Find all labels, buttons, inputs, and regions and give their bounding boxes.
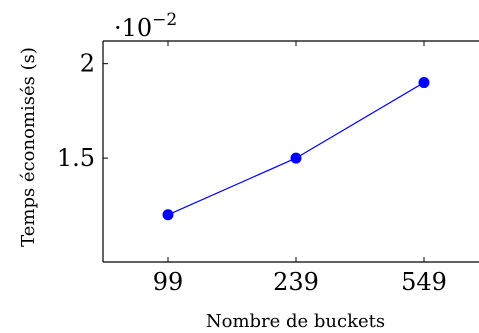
x-tick-label-549: 549	[401, 268, 447, 296]
y-tick-label-2: 2	[80, 50, 95, 78]
y-tick-label-1.5: 1.5	[57, 144, 95, 172]
series-0-line	[167, 82, 425, 216]
data-point-549	[418, 77, 430, 89]
y-axis-multiplier-base: ·10	[114, 14, 152, 42]
data-point-239	[290, 152, 302, 164]
x-axis-label: Nombre de buckets	[206, 311, 385, 332]
plot-area: 99 239 549 1.5 2	[57, 40, 479, 296]
x-tick-label-239: 239	[273, 268, 319, 296]
x-tick-label-99: 99	[153, 268, 184, 296]
y-axis-label: Temps économisés (s)	[18, 47, 39, 247]
y-axis-multiplier: ·10−2	[114, 10, 177, 42]
y-axis-multiplier-exponent: −2	[152, 10, 177, 30]
data-point-99	[162, 209, 174, 221]
